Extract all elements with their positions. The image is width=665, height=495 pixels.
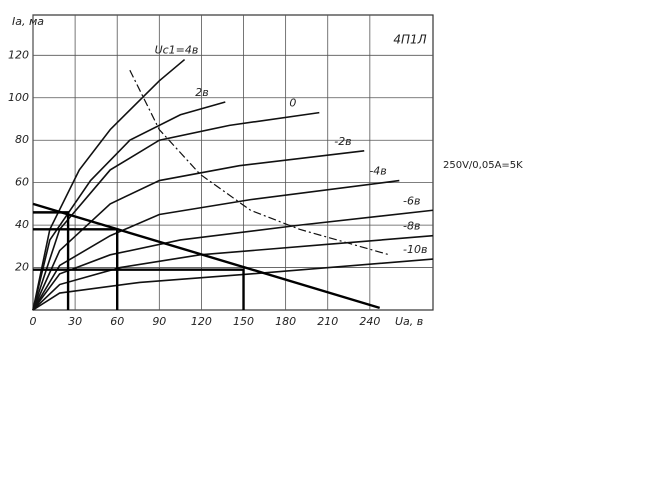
x-axis-label: Ua, в [395,315,423,328]
x-tick-label: 0 [30,315,37,328]
x-tick-label: 60 [110,315,124,328]
curve [32,179,400,311]
series-label: -4в [369,165,386,178]
load-line [32,202,381,310]
annotation: 250V/0,05A=5K [443,160,523,171]
series-label: -2в [334,135,351,148]
series-label: -10в [403,243,427,256]
chart-title: 4П1Л [393,33,426,47]
curve [32,150,365,311]
y-tick-label: 80 [15,133,29,146]
operating-point [33,211,70,310]
y-tick-label: 100 [8,91,29,104]
series-label: -6в [403,194,420,207]
x-tick-label: 240 [359,315,380,328]
series-label: 2в [195,86,208,99]
curve [32,258,434,311]
series-label: 0 [289,97,296,110]
y-tick-label: 40 [15,218,29,231]
x-tick-label: 150 [233,315,254,328]
curve [32,209,434,311]
x-tick-label: 30 [68,315,82,328]
curve [32,58,186,311]
curve [32,111,320,311]
y-tick-label: 20 [15,261,29,274]
series-label: -8в [403,220,420,233]
power-limit [129,69,390,256]
operating-point [33,228,119,310]
x-tick-label: 180 [275,315,296,328]
curve [32,101,226,311]
x-tick-label: 120 [191,315,212,328]
x-tick-label: 90 [152,315,166,328]
y-axis-label: Ia, ма [12,15,44,28]
y-tick-label: 120 [8,48,29,61]
operating-point [33,268,245,310]
series-label: Uc1=4в [155,44,199,57]
y-tick-label: 60 [15,176,29,189]
x-tick-label: 210 [317,315,338,328]
